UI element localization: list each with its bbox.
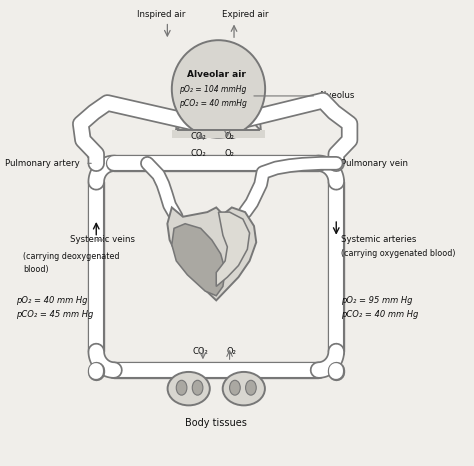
Polygon shape — [176, 86, 261, 130]
Polygon shape — [167, 207, 256, 301]
Text: Body tissues: Body tissues — [185, 418, 247, 428]
Text: Alveolus: Alveolus — [319, 91, 355, 101]
Text: Pulmonary artery: Pulmonary artery — [5, 159, 80, 168]
Ellipse shape — [246, 380, 256, 395]
Text: CO₂: CO₂ — [191, 149, 206, 158]
Text: pO₂ = 40 mm Hg: pO₂ = 40 mm Hg — [16, 296, 88, 305]
Text: O₂: O₂ — [225, 132, 235, 141]
Text: Systemic veins: Systemic veins — [70, 235, 135, 245]
Ellipse shape — [223, 372, 265, 405]
Ellipse shape — [229, 380, 240, 395]
Text: (carrying deoxygenated: (carrying deoxygenated — [23, 252, 119, 261]
Text: Alveolar air: Alveolar air — [187, 69, 246, 79]
Ellipse shape — [168, 372, 210, 405]
Text: pO₂ = 104 mmHg: pO₂ = 104 mmHg — [180, 85, 247, 95]
Text: Inspired air: Inspired air — [137, 10, 185, 19]
Text: Pulmonary vein: Pulmonary vein — [341, 159, 408, 168]
Text: pCO₂ = 40 mmHg: pCO₂ = 40 mmHg — [179, 99, 247, 108]
Polygon shape — [172, 130, 265, 138]
Text: Expired air: Expired air — [222, 10, 268, 19]
Text: O₂: O₂ — [225, 149, 235, 158]
Text: CO₂: CO₂ — [191, 132, 206, 141]
Text: CO₂: CO₂ — [193, 347, 209, 356]
Ellipse shape — [192, 380, 203, 395]
Text: Systemic arteries: Systemic arteries — [341, 235, 416, 245]
Polygon shape — [172, 224, 225, 296]
Circle shape — [172, 40, 265, 138]
Ellipse shape — [176, 380, 187, 395]
Text: (carrying oxygenated blood): (carrying oxygenated blood) — [341, 249, 455, 259]
Polygon shape — [216, 212, 250, 287]
Text: O₂: O₂ — [227, 347, 237, 356]
Text: pCO₂ = 45 mm Hg: pCO₂ = 45 mm Hg — [16, 310, 94, 319]
Text: blood): blood) — [23, 265, 48, 274]
Text: pO₂ = 95 mm Hg: pO₂ = 95 mm Hg — [341, 296, 412, 305]
Text: pCO₂ = 40 mm Hg: pCO₂ = 40 mm Hg — [341, 310, 418, 319]
